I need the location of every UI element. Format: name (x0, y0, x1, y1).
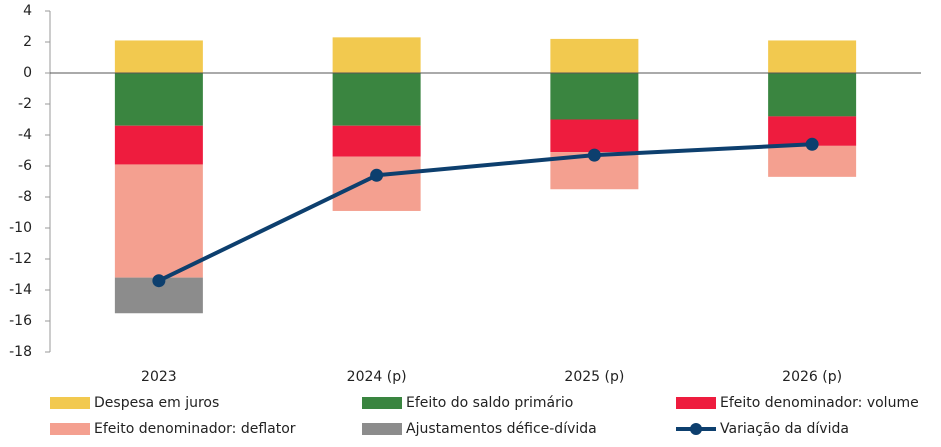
bar-segment (550, 38, 639, 73)
y-tick-label: -12 (9, 251, 32, 267)
y-tick-label: -14 (9, 282, 32, 298)
bar-segment (114, 125, 203, 165)
x-tick-label: 2025 (p) (564, 369, 624, 385)
legend-label: Despesa em juros (94, 395, 219, 411)
legend-label: Ajustamentos défice-dívida (406, 421, 597, 437)
legend-swatch-point (690, 423, 702, 435)
bar-segment (332, 73, 421, 126)
y-tick-label: -10 (9, 220, 32, 236)
bar-segment (114, 73, 203, 126)
bar-segment (550, 119, 639, 153)
bar-segment (114, 40, 203, 73)
line-point (152, 274, 166, 288)
legend-swatch (50, 397, 90, 409)
y-tick-label: 0 (23, 65, 32, 81)
x-tick-label: 2023 (141, 369, 177, 385)
bar-segment (332, 125, 421, 157)
line (158, 142, 813, 283)
bar-segment (768, 73, 857, 117)
y-tick-label: -4 (18, 127, 32, 143)
legend-swatch (676, 397, 716, 409)
y-tick-label: -18 (9, 344, 32, 360)
bar-segment (768, 145, 857, 177)
line-point (370, 168, 384, 182)
bar-segment (332, 156, 421, 211)
x-tick-label: 2026 (p) (782, 369, 842, 385)
line-point (805, 137, 819, 151)
x-tick-label: 2024 (p) (347, 369, 407, 385)
y-tick-label: -16 (9, 313, 32, 329)
bar-segment (114, 164, 203, 278)
y-tick-label: 4 (23, 3, 32, 19)
legend-label: Efeito do saldo primário (406, 395, 573, 411)
bar-segment (550, 73, 639, 120)
y-tick-label: -6 (18, 158, 32, 174)
legend-swatch (362, 423, 402, 435)
y-tick-label: -8 (18, 189, 32, 205)
legend-swatch (50, 423, 90, 435)
legend-label: Efeito denominador: deflator (94, 421, 296, 437)
y-tick-label: -2 (18, 96, 32, 112)
legend-label: Efeito denominador: volume (720, 395, 919, 411)
line-point (587, 148, 601, 162)
bar-segment (768, 40, 857, 73)
y-tick-label: 2 (23, 34, 32, 50)
bar-segment (332, 37, 421, 73)
legend-swatch (362, 397, 402, 409)
legend-label: Variação da dívida (720, 421, 849, 437)
